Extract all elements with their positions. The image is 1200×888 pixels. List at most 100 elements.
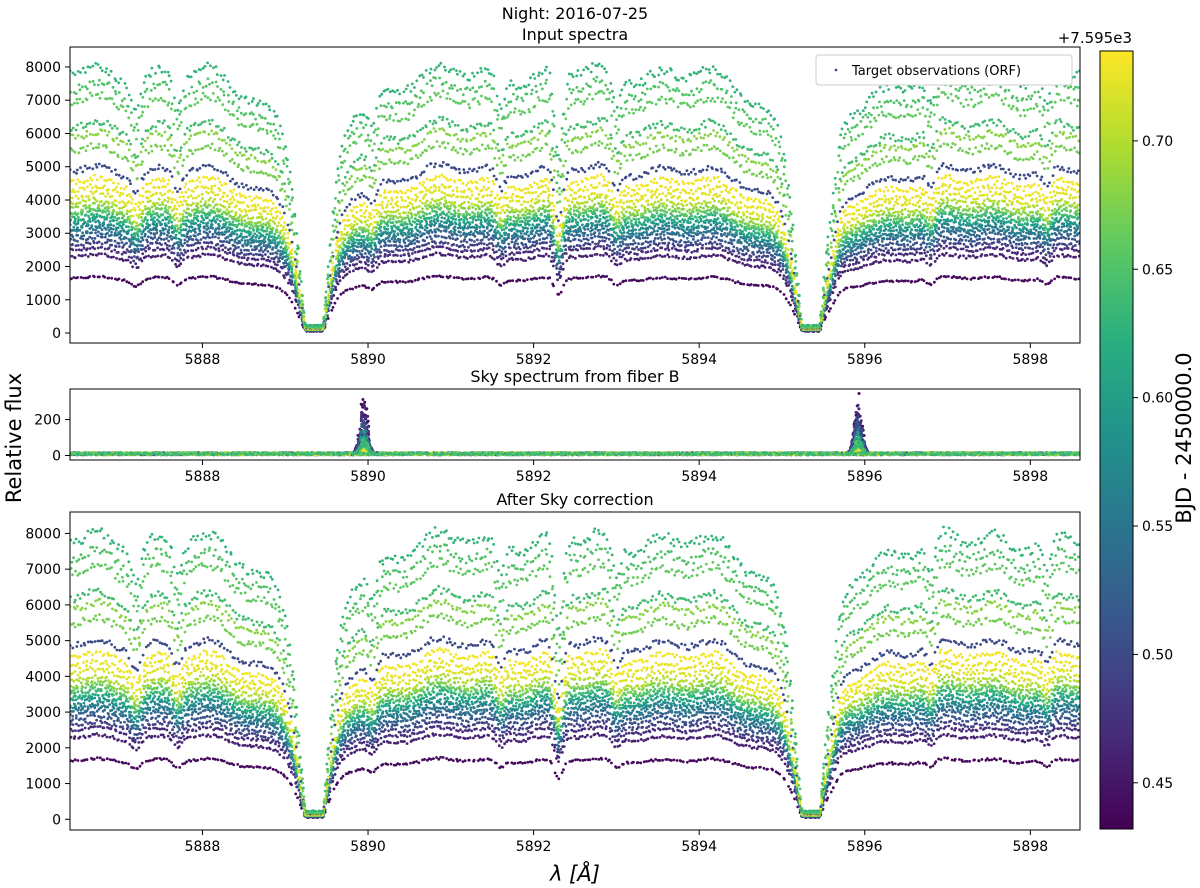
data-point	[355, 245, 359, 248]
data-point	[149, 231, 153, 235]
data-point	[951, 254, 955, 258]
data-point	[614, 231, 618, 235]
data-point	[735, 254, 738, 258]
data-point	[1054, 246, 1058, 250]
data-point	[971, 250, 975, 254]
data-point	[991, 253, 994, 256]
data-point	[272, 260, 276, 264]
data-point	[273, 239, 277, 243]
data-point	[261, 254, 264, 258]
data-point	[130, 256, 134, 259]
data-point	[860, 230, 864, 234]
data-point	[194, 231, 197, 234]
panel-input-spectra: Input spectra 5888 5890 5892 5894 5896 5898 0…	[25, 25, 1081, 368]
data-point	[347, 249, 351, 253]
data-point	[370, 261, 374, 265]
data-point	[249, 244, 253, 248]
data-point	[963, 228, 966, 232]
data-point	[779, 249, 782, 252]
data-point	[996, 216, 1000, 220]
data-point	[910, 252, 914, 256]
data-point	[415, 245, 419, 249]
data-point	[744, 252, 748, 256]
data-point	[187, 244, 191, 248]
data-point	[863, 250, 866, 254]
data-point	[122, 278, 126, 282]
data-point	[151, 237, 155, 241]
data-point	[430, 216, 433, 219]
data-point	[504, 250, 507, 254]
data-point	[76, 215, 80, 219]
data-point	[519, 232, 523, 235]
data-point	[394, 248, 398, 251]
data-point	[159, 229, 162, 233]
data-point	[588, 247, 591, 250]
data-point	[988, 246, 992, 249]
data-point	[690, 250, 694, 254]
data-point	[694, 256, 698, 260]
data-point	[398, 240, 402, 244]
data-point	[136, 237, 140, 241]
data-point	[984, 224, 988, 228]
data-point	[522, 246, 526, 250]
data-point	[172, 251, 176, 255]
data-point	[109, 239, 113, 242]
data-point	[939, 275, 943, 278]
data-point	[434, 241, 437, 245]
data-point	[874, 250, 878, 253]
data-point	[1052, 255, 1056, 259]
data-point	[505, 259, 509, 263]
data-point	[353, 263, 356, 267]
data-point	[158, 248, 162, 251]
data-point	[925, 281, 929, 285]
data-point	[958, 229, 962, 233]
data-point	[235, 280, 239, 284]
data-point	[338, 269, 341, 273]
data-point	[952, 225, 955, 229]
data-point	[1069, 220, 1072, 224]
data-point	[242, 228, 246, 232]
data-point	[334, 278, 338, 281]
data-point	[954, 246, 957, 250]
data-point	[240, 261, 243, 265]
data-point	[899, 252, 903, 256]
data-point	[908, 260, 912, 264]
data-point	[366, 249, 370, 253]
data-point	[545, 236, 549, 240]
data-point	[891, 252, 894, 256]
data-point	[270, 265, 273, 269]
data-point	[243, 262, 247, 266]
data-point	[228, 251, 232, 255]
data-point	[452, 276, 456, 279]
data-point	[491, 248, 495, 252]
data-point	[107, 255, 110, 259]
data-point	[700, 214, 703, 218]
data-point	[280, 289, 284, 293]
data-point	[172, 246, 176, 250]
data-point	[538, 276, 541, 280]
data-point	[537, 223, 541, 227]
data-point	[832, 301, 835, 305]
data-point	[422, 277, 426, 281]
data-point	[507, 242, 511, 246]
data-point	[366, 263, 370, 267]
data-point	[548, 276, 552, 280]
data-point	[1073, 234, 1077, 238]
data-point	[531, 244, 534, 247]
data-point	[87, 219, 90, 223]
data-point	[677, 249, 681, 252]
data-point	[523, 237, 527, 241]
data-point	[231, 250, 235, 254]
data-point	[994, 225, 998, 229]
data-point	[889, 223, 893, 227]
data-point	[904, 221, 908, 225]
data-point	[357, 284, 361, 288]
data-point	[616, 250, 619, 254]
data-point	[76, 239, 79, 243]
data-point	[763, 266, 767, 269]
data-point	[1034, 241, 1038, 245]
data-point	[1041, 245, 1045, 249]
data-point	[515, 222, 519, 226]
data-point	[740, 224, 744, 228]
data-point	[707, 247, 711, 250]
